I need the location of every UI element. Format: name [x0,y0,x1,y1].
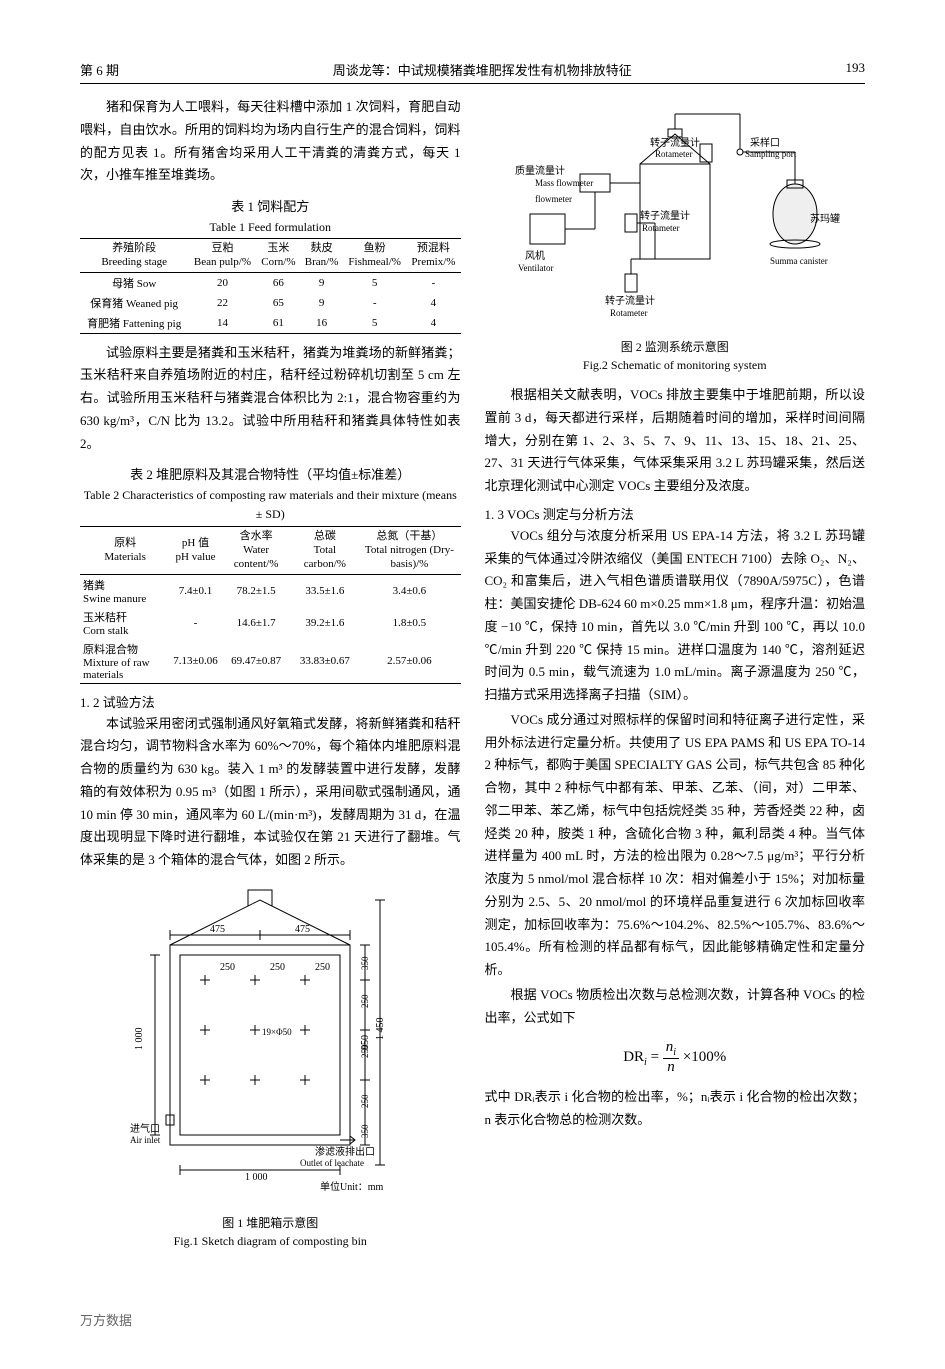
two-column-layout: 猪和保育为人工喂料，每天往料槽中添加 1 次饲料，育肥自动喂料，自由饮水。所用的… [80,96,865,1260]
svg-text:质量流量计: 质量流量计 [515,164,565,177]
svg-text:单位Unit：mm: 单位Unit：mm [320,1180,384,1193]
svg-text:1 450: 1 450 [375,1017,386,1040]
t1-h4: 鱼粉Fishmeal/% [343,239,406,273]
para-analysis-1: VOCs 组分与浓度分析采用 US EPA-14 方法，将 3.2 L 苏玛罐采… [485,525,866,707]
svg-text:苏玛罐: 苏玛罐 [810,212,840,225]
svg-text:转子流量计: 转子流量计 [605,294,655,307]
fig2-cap-en: Fig.2 Schematic of monitoring system [583,358,767,372]
para-method: 本试验采用密闭式强制通风好氧箱式发酵，将新鲜猪粪和秸秆混合均匀，调节物料含水率为… [80,713,461,872]
svg-text:渗滤液排出口: 渗滤液排出口 [315,1145,375,1158]
t2-h0: 原料Materials [80,526,170,574]
t2-h1: pH 值pH value [170,526,221,574]
fig2-caption: 图 2 监测系统示意图 Fig.2 Schematic of monitorin… [485,338,866,374]
table1-caption-cn: 表 1 饲料配方 [231,199,309,214]
svg-text:475: 475 [210,924,225,935]
svg-text:转子流量计: 转子流量计 [650,136,700,149]
svg-text:Outlet of leachate: Outlet of leachate [300,1158,364,1168]
t1-h1: 豆粕Bean pulp/% [188,239,256,273]
table1: 养殖阶段Breeding stage 豆粕Bean pulp/% 玉米Corn/… [80,238,461,334]
svg-text:Rotameter: Rotameter [642,223,680,233]
page-number: 193 [846,60,866,79]
figure1: 475 475 250 250 250 1 000 950 1 450 350 … [80,880,461,1210]
t1-h5: 预混料Premix/% [406,239,460,273]
svg-text:250: 250 [270,962,285,973]
table1-caption: 表 1 饲料配方 Table 1 Feed formulation [80,197,461,236]
svg-text:Air inlet: Air inlet [130,1135,161,1145]
section-1-3: 1. 3 VOCs 测定与分析方法 [485,504,866,523]
left-column: 猪和保育为人工喂料，每天往料槽中添加 1 次饲料，育肥自动喂料，自由饮水。所用的… [80,96,461,1260]
section-1-2: 1. 2 试验方法 [80,692,461,711]
svg-text:250: 250 [315,962,330,973]
para-formula-desc: 式中 DRᵢ表示 i 化合物的检出率，%；nᵢ表示 i 化合物的检出次数；n 表… [485,1086,866,1132]
fig2-svg: 质量流量计 Mass flowmeter flowmeter 转子流量计 Rot… [510,104,840,334]
fig1-cap-en: Fig.1 Sketch diagram of composting bin [174,1234,367,1248]
svg-text:转子流量计: 转子流量计 [640,209,690,222]
table2-caption-cn: 表 2 堆肥原料及其混合物特性（平均值±标准差） [130,467,410,482]
table-row: 母猪 Sow206695- [80,272,461,293]
svg-text:19×Φ50: 19×Φ50 [262,1027,292,1037]
formula-dr: DRi = ni n ×100% [485,1039,866,1076]
para-sampling: 根据相关文献表明，VOCs 排放主要集中于堆肥前期，所以设置前 3 d，每天都进… [485,384,866,498]
svg-text:Sampling port: Sampling port [745,149,797,159]
table-row: 玉米秸秆 Corn stalk-14.6±1.739.2±1.61.8±0.5 [80,607,461,639]
fig1-cap-cn: 图 1 堆肥箱示意图 [222,1216,318,1230]
svg-text:250: 250 [220,962,235,973]
table1-caption-en: Table 1 Feed formulation [210,220,331,234]
running-title: 周谈龙等：中试规模猪粪堆肥挥发性有机物排放特征 [119,60,845,79]
svg-text:1 000: 1 000 [134,1027,145,1050]
para-detection-rate: 根据 VOCs 物质检出次数与总检测次数，计算各种 VOCs 的检出率，公式如下 [485,984,866,1030]
svg-text:进气口: 进气口 [130,1122,160,1135]
table-row: 原料混合物 Mixture of raw materials7.13±0.066… [80,639,461,684]
t2-h2: 含水率Water content/% [221,526,292,574]
svg-text:Rotameter: Rotameter [655,149,693,159]
svg-text:350: 350 [360,956,370,970]
svg-text:Ventilator: Ventilator [518,263,554,273]
svg-text:采样口: 采样口 [750,136,780,149]
svg-text:Summa canister: Summa canister [770,256,828,266]
table-row: 育肥猪 Fattening pig14611654 [80,313,461,334]
para-materials: 试验原料主要是猪粪和玉米秸秆，猪粪为堆粪场的新鲜猪粪；玉米秸秆来自养殖场附近的村… [80,342,461,456]
svg-text:250: 250 [360,994,370,1008]
svg-text:1 000: 1 000 [245,1172,268,1183]
svg-text:Mass flowmeter: Mass flowmeter [535,178,593,188]
t2-h4: 总氮（干基）Total nitrogen (Dry-basis)/% [358,526,460,574]
t1-h0: 养殖阶段Breeding stage [80,239,188,273]
svg-text:475: 475 [295,924,310,935]
right-column: 质量流量计 Mass flowmeter flowmeter 转子流量计 Rot… [485,96,866,1260]
para-analysis-2: VOCs 成分通过对照标样的保留时间和特征离子进行定性，采用外标法进行定量分析。… [485,709,866,982]
svg-text:250: 250 [360,1044,370,1058]
t1-h3: 麸皮Bran/% [300,239,343,273]
page-header: 第 6 期 周谈龙等：中试规模猪粪堆肥挥发性有机物排放特征 193 [80,60,865,84]
page-footer: 万方数据 [80,1310,865,1329]
svg-text:Rotameter: Rotameter [610,308,648,318]
table-row: 保育猪 Weaned pig22659-4 [80,293,461,313]
figure2: 质量流量计 Mass flowmeter flowmeter 转子流量计 Rot… [485,104,866,334]
t2-h3: 总碳Total carbon/% [291,526,358,574]
svg-text:250: 250 [360,1094,370,1108]
table-row: 猪粪 Swine manure7.4±0.178.2±1.533.5±1.63.… [80,574,461,607]
svg-text:风机: 风机 [525,249,545,262]
fig1-caption: 图 1 堆肥箱示意图 Fig.1 Sketch diagram of compo… [80,1214,461,1250]
svg-text:flowmeter: flowmeter [535,194,572,204]
table2-caption: 表 2 堆肥原料及其混合物特性（平均值±标准差） Table 2 Charact… [80,465,461,524]
fig2-cap-cn: 图 2 监测系统示意图 [621,340,729,354]
fig1-svg: 475 475 250 250 250 1 000 950 1 450 350 … [120,880,420,1210]
table2-caption-en: Table 2 Characteristics of composting ra… [84,488,457,522]
svg-text:350: 350 [360,1124,370,1138]
t1-h2: 玉米Corn/% [257,239,301,273]
issue-label: 第 6 期 [80,60,119,79]
para-intro: 猪和保育为人工喂料，每天往料槽中添加 1 次饲料，育肥自动喂料，自由饮水。所用的… [80,96,461,187]
table2: 原料Materials pH 值pH value 含水率Water conten… [80,526,461,684]
